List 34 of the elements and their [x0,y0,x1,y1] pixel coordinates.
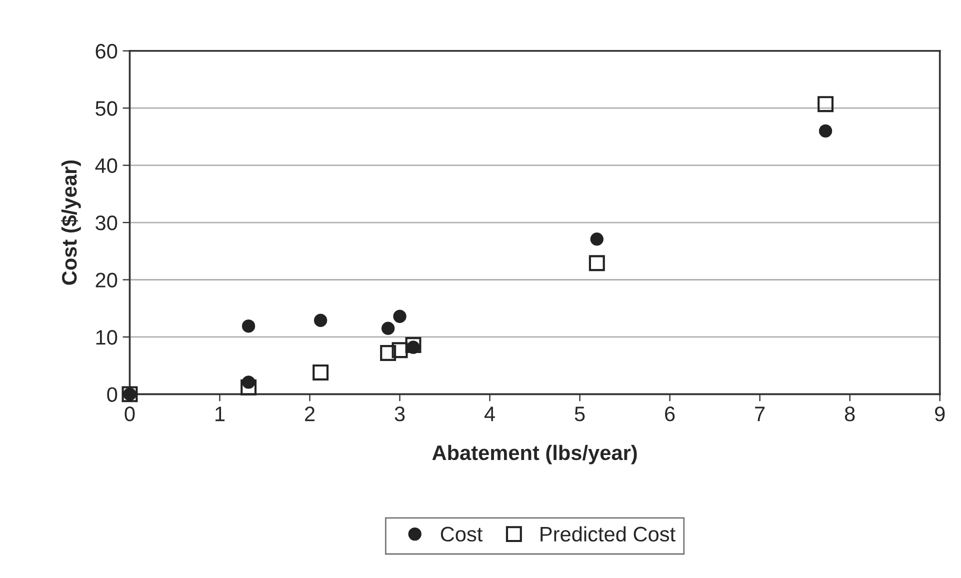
x-tick-label: 6 [665,406,675,422]
x-axis-title: Abatement (lbs/year) [432,444,637,464]
y-tick-label: 20 [96,272,118,288]
y-axis-title: Cost ($/year) [61,160,81,285]
point [380,345,396,361]
point [381,322,395,335]
y-tick-label: 60 [96,44,118,59]
x-tick-label: 1 [216,406,225,422]
point [314,314,328,327]
y-tick-label: 0 [107,387,118,402]
point [590,232,604,246]
y-tick-label: 30 [96,216,118,230]
y-tick-label: 40 [95,158,118,174]
x-tick-label: 4 [484,406,495,422]
x-tick-label: 3 [394,406,405,422]
y-tick-label: 10 [96,330,118,345]
x-tick-label: 0 [124,406,135,422]
y-tick-label: 50 [96,101,118,116]
point [588,255,605,272]
legend-label: Cost [440,526,483,542]
point [392,342,408,358]
point [393,310,406,323]
point [818,96,834,112]
x-tick-label: 7 [755,406,765,422]
point [818,124,832,138]
point [240,379,257,396]
x-tick-label: 9 [935,406,945,422]
x-tick-label: 5 [574,406,585,422]
x-tick-label: 8 [844,406,855,422]
legend-label: Predicted Cost [540,526,676,542]
point [405,336,422,353]
x-tick-label: 2 [305,406,315,422]
point [312,364,329,380]
point [242,320,256,333]
